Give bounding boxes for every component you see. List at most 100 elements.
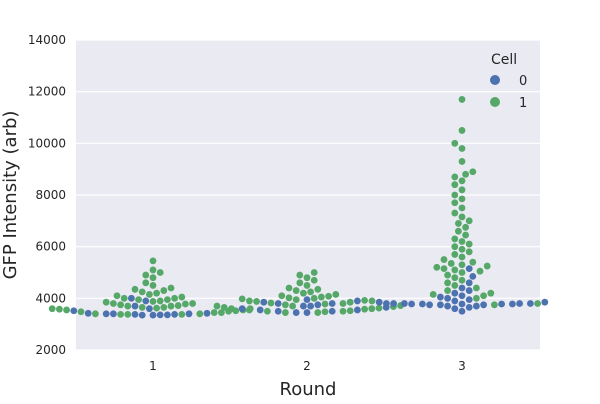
data-point-cell-1 [458,276,466,284]
data-point-cell-1 [458,127,466,134]
data-point-cell-0 [131,302,139,310]
data-point-cell-1 [182,300,189,308]
data-point-cell-1 [218,309,225,316]
data-point-cell-0 [469,272,477,280]
data-point-cell-1 [361,297,368,304]
data-point-cell-1 [310,269,318,276]
data-point-cell-1 [462,170,469,178]
data-point-cell-1 [465,240,473,248]
data-point-cell-1 [292,296,300,304]
data-point-cell-1 [138,303,146,311]
data-point-cell-1 [458,96,466,103]
data-point-cell-0 [437,293,444,301]
data-point-cell-1 [153,304,161,312]
data-point-cell-0 [300,302,307,310]
data-point-cell-1 [138,288,146,296]
data-point-cell-1 [451,266,459,274]
data-point-cell-1 [178,310,186,318]
data-point-cell-1 [325,292,332,300]
data-point-cell-0 [70,307,78,315]
data-point-cell-1 [458,245,466,253]
x-tick-label: 3 [458,359,466,373]
data-point-cell-1 [210,309,218,316]
y-tick-label: 2000 [35,343,66,357]
data-point-cell-0 [465,303,473,311]
data-point-cell-1 [455,227,462,235]
data-point-cell-1 [534,300,541,307]
data-point-cell-1 [465,217,473,225]
data-point-cell-0 [451,289,459,297]
data-point-cell-1 [220,303,228,311]
data-point-cell-1 [318,293,325,301]
x-tick-labels: 1 2 3 [149,359,466,373]
legend-label: 0 [519,74,527,89]
data-point-cell-0 [509,300,516,308]
data-point-cell-1 [433,263,441,271]
data-point-cell-1 [473,284,480,292]
data-point-cell-0 [375,298,383,306]
data-point-cell-1 [339,300,347,307]
data-point-cell-1 [465,248,473,256]
data-points [48,96,549,319]
data-point-cell-1 [440,265,448,273]
data-point-cell-0 [465,287,473,294]
data-point-cell-0 [303,309,311,316]
data-point-cell-0 [354,297,361,305]
data-point-cell-1 [444,279,451,287]
data-point-cell-1 [110,300,117,307]
y-tick-label: 14000 [28,33,66,47]
data-point-cell-0 [465,265,473,273]
data-point-cell-1 [120,294,128,302]
data-point-cell-0 [458,284,466,292]
data-point-cell-0 [465,279,473,287]
data-point-cell-1 [56,305,63,313]
data-point-cell-0 [444,302,451,310]
data-point-cell-1 [451,251,459,258]
data-point-cell-1 [164,296,171,304]
data-point-cell-1 [113,292,121,300]
data-point-cell-1 [487,289,495,297]
data-point-cell-1 [278,292,286,300]
data-point-cell-1 [368,297,376,305]
data-point-cell-1 [149,266,157,274]
data-point-cell-1 [142,271,150,279]
data-point-cell-1 [189,300,197,307]
data-point-cell-1 [462,231,469,239]
legend: Cell 01 [490,52,527,111]
data-point-cell-1 [178,293,186,301]
legend-marker [490,75,500,85]
data-point-cell-0 [274,300,282,307]
data-point-cell-1 [156,297,164,305]
data-point-cell-1 [246,305,254,313]
data-point-cell-1 [296,279,304,287]
data-point-cell-1 [451,173,459,181]
legend-label: 1 [519,96,527,111]
data-point-cell-1 [135,296,143,304]
data-point-cell-1 [149,282,157,289]
data-point-cell-1 [451,282,459,289]
data-point-cell-1 [149,274,157,282]
data-point-cell-1 [160,287,168,294]
data-point-cell-1 [303,274,311,282]
data-point-cell-1 [267,299,275,307]
data-point-cell-1 [346,307,354,315]
data-point-cell-1 [246,297,253,305]
data-point-cell-0 [142,297,150,305]
data-point-cell-0 [480,301,487,309]
data-point-cell-1 [149,257,157,265]
data-point-cell-1 [458,195,466,203]
data-point-cell-1 [458,186,466,194]
data-point-cell-0 [458,300,466,308]
data-point-cell-1 [458,158,466,165]
data-point-cell-1 [473,294,480,302]
data-point-cell-1 [285,294,293,302]
data-point-cell-1 [282,309,289,316]
data-point-cell-1 [368,305,376,313]
data-point-cell-1 [285,284,293,292]
data-point-cell-1 [451,181,459,189]
data-point-cell-1 [153,289,161,297]
data-point-cell-1 [149,298,157,305]
data-point-cell-0 [260,298,268,306]
data-point-cell-1 [253,298,260,305]
